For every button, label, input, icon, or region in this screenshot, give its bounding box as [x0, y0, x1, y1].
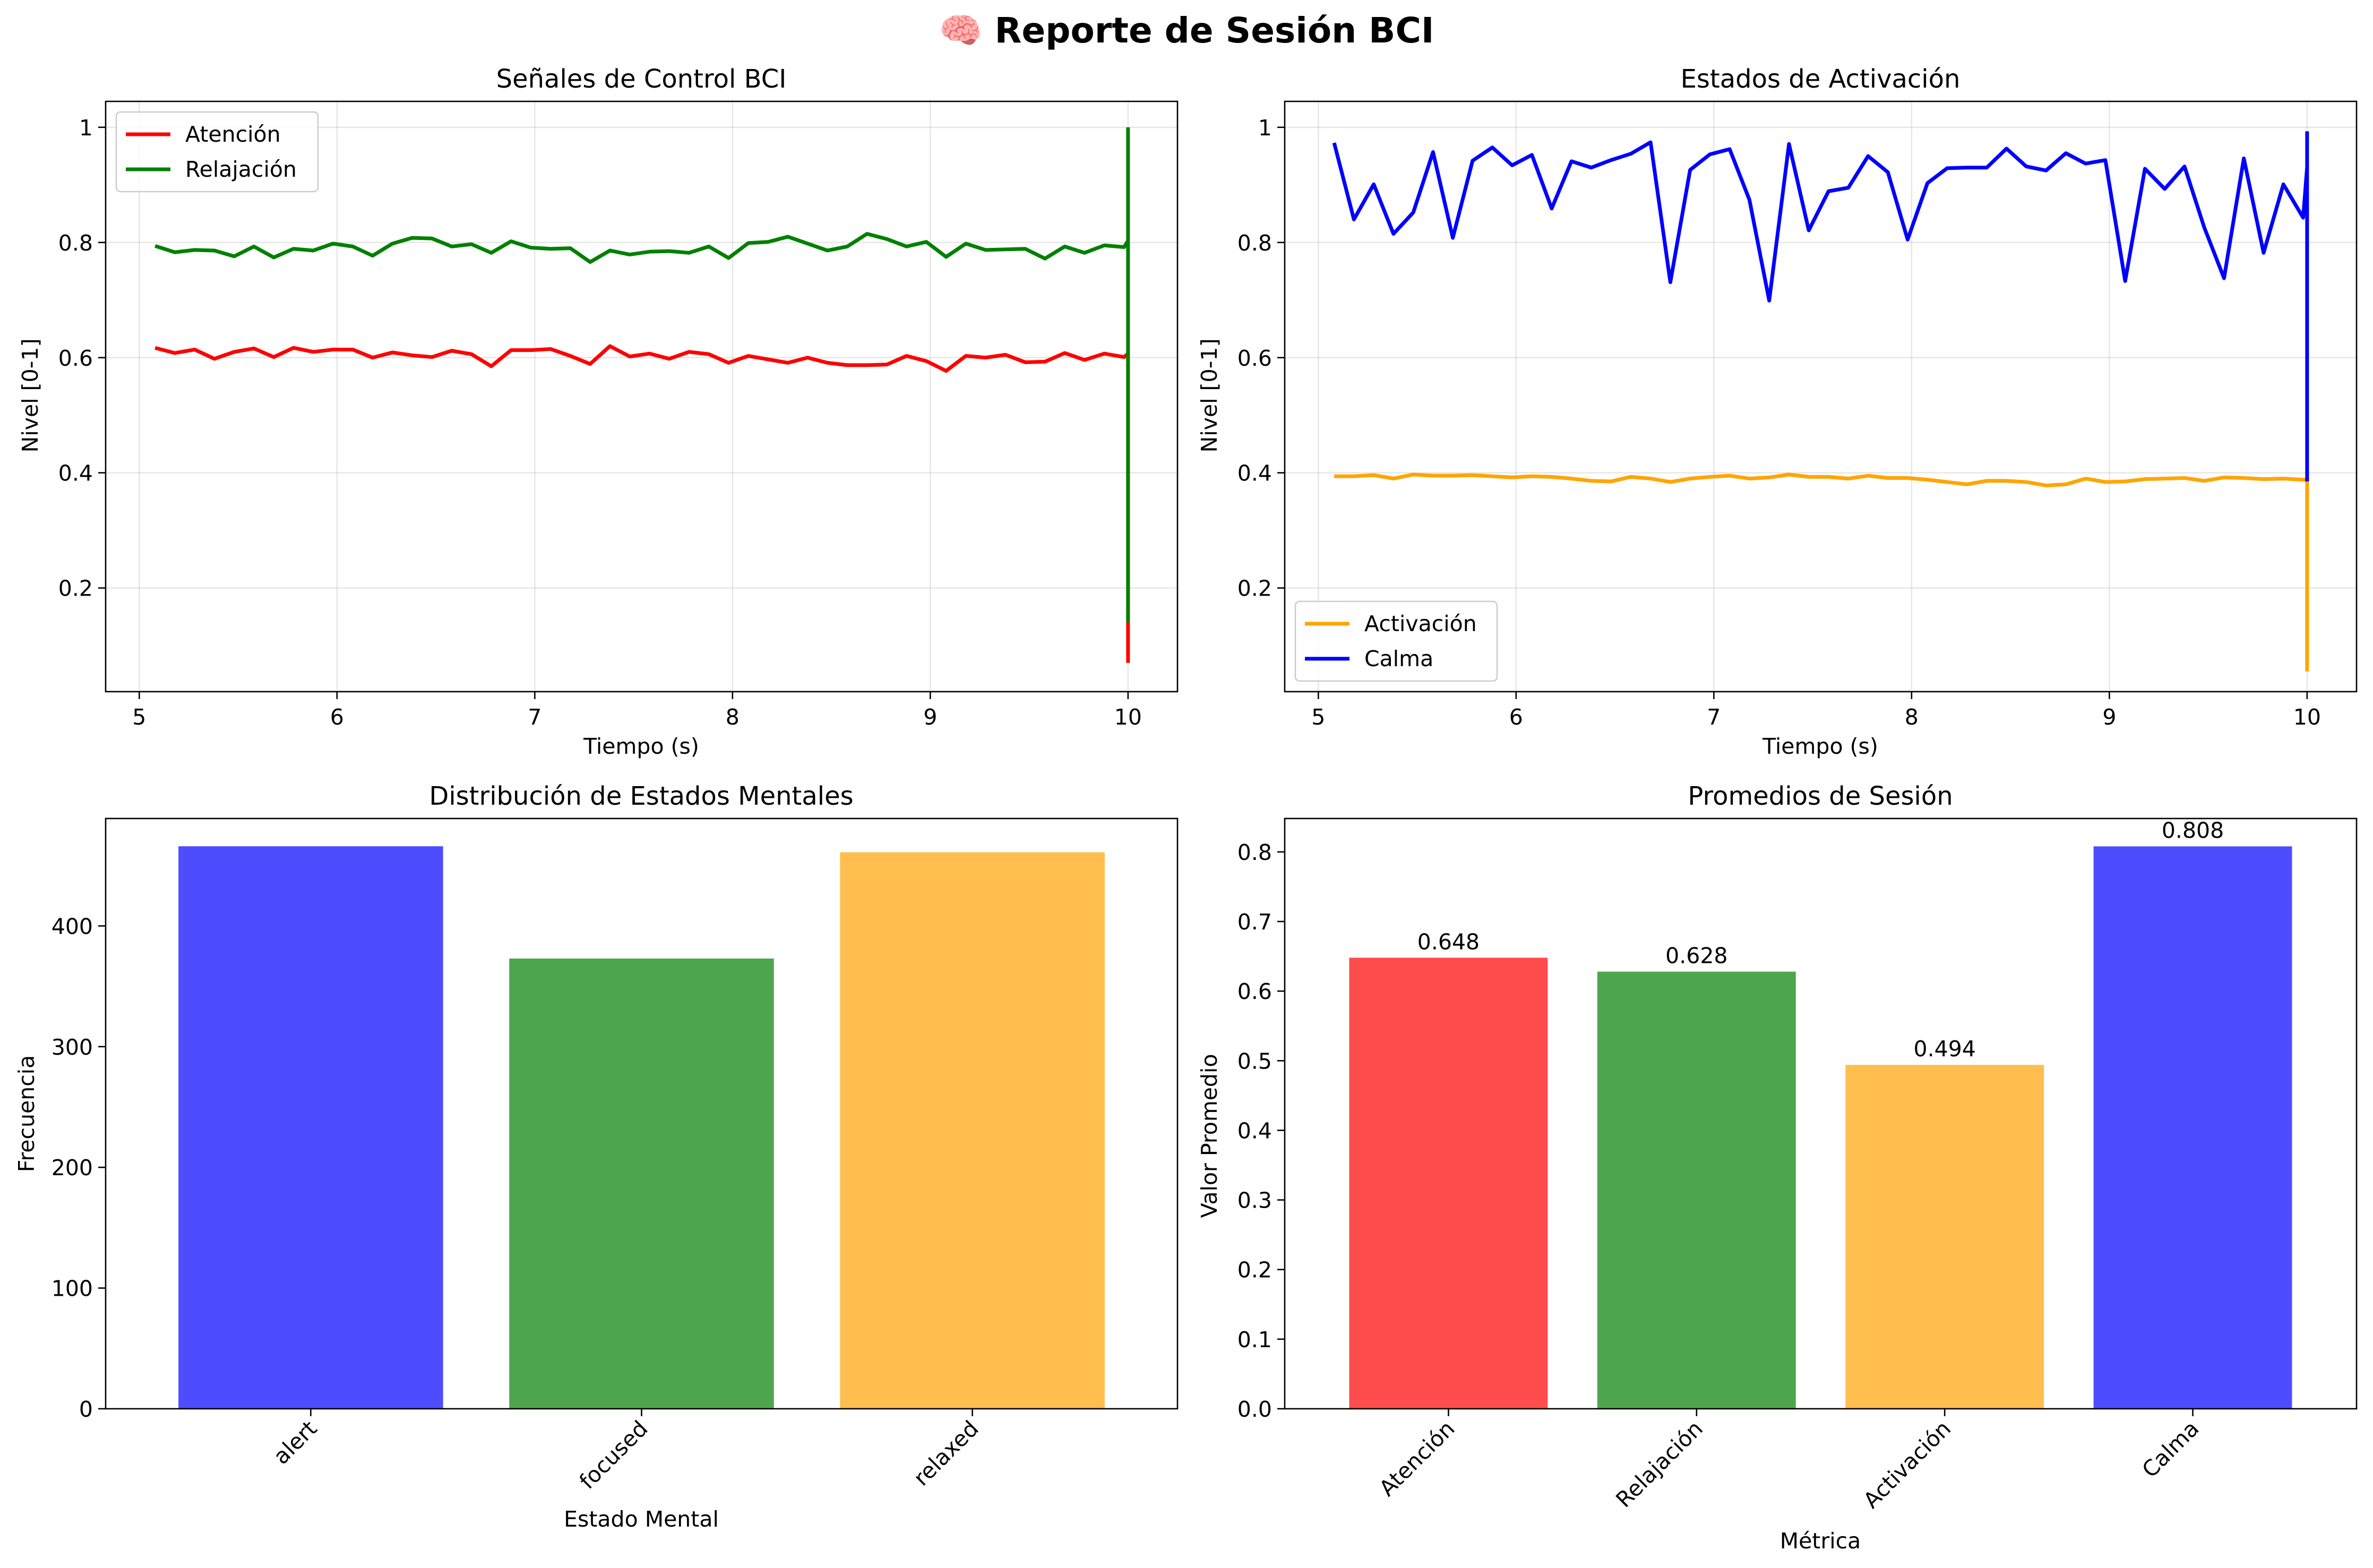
- activation-xtick-label: 8: [1905, 704, 1919, 730]
- control-xtick-label: 6: [330, 704, 344, 730]
- activation-legend-label: Calma: [1364, 646, 1433, 671]
- control-ytick-label: 0.8: [58, 230, 93, 256]
- session-averages-title: Promedios de Sesión: [1688, 781, 1953, 811]
- averages-bar-value-label: 0.628: [1665, 943, 1727, 968]
- activation-series-1-line: [1332, 140, 2309, 303]
- averages-ytick-label: 0.7: [1237, 909, 1272, 935]
- activation-xtick-label: 10: [2293, 704, 2321, 730]
- control-legend-box: [115, 111, 319, 193]
- mental-states-chart: Distribución de Estados Mentales Estado …: [14, 781, 1179, 1532]
- activation-xtick-label: 5: [1311, 704, 1325, 730]
- averages-bar-value-label: 0.648: [1417, 929, 1480, 954]
- session-averages-xlabel: Métrica: [1780, 1528, 1861, 1554]
- mental-states-title: Distribución de Estados Mentales: [429, 781, 853, 811]
- activation-states-xlabel: Tiempo (s): [1762, 734, 1878, 759]
- activation-ytick-label: 0.4: [1237, 461, 1272, 486]
- session-averages-ylabel: Valor Promedio: [1197, 1054, 1222, 1218]
- control-legend: Atención Relajación: [115, 111, 319, 193]
- activation-grid: [1285, 101, 2357, 692]
- averages-bar-value-label: 0.808: [2162, 817, 2224, 843]
- control-xtick-label: 9: [923, 704, 937, 730]
- averages-ytick-label: 0.1: [1237, 1327, 1272, 1352]
- activation-states-title: Estados de Activación: [1681, 64, 1961, 94]
- states-ytick-label: 200: [51, 1155, 93, 1181]
- control-xtick-label: 5: [132, 704, 146, 730]
- states-ytick-label: 300: [51, 1035, 93, 1060]
- mental-states-ylabel: Frecuencia: [14, 1055, 39, 1173]
- control-series-1-line: [154, 232, 1130, 264]
- averages-ytick-label: 0.6: [1237, 979, 1272, 1004]
- activation-ytick-label: 0.8: [1237, 230, 1272, 256]
- averages-ytick-label: 0.0: [1237, 1397, 1272, 1422]
- states-ytick-label: 0: [79, 1397, 93, 1422]
- control-ytick-label: 1: [79, 115, 93, 141]
- states-ytick-label: 100: [51, 1276, 93, 1302]
- control-series-0-line: [154, 344, 1130, 373]
- activation-plot-frame: [1284, 100, 2358, 693]
- control-legend-label: Relajación: [185, 157, 297, 182]
- control-xtick-label: 7: [528, 704, 541, 730]
- control-ytick-label: 0.6: [58, 346, 93, 371]
- averages-plot-frame: [1284, 817, 2358, 1410]
- averages-ytick-label: 0.5: [1237, 1048, 1272, 1074]
- activation-states-ylabel: Nivel [0-1]: [1197, 339, 1222, 453]
- activation-xtick-label: 7: [1707, 704, 1721, 730]
- averages-bar: [1845, 1065, 2044, 1409]
- control-signals-title: Señales de Control BCI: [496, 64, 787, 94]
- activation-ytick-label: 0.2: [1237, 576, 1272, 601]
- control-signals-ylabel: Nivel [0-1]: [18, 339, 43, 453]
- activation-series-0-line: [1334, 472, 2308, 488]
- control-ytick-label: 0.2: [58, 576, 93, 601]
- states-bar: [840, 852, 1105, 1409]
- activation-legend-box: [1294, 600, 1498, 682]
- activation-ytick-label: 0.6: [1237, 346, 1272, 371]
- averages-bar: [1597, 971, 1796, 1409]
- activation-xtick-label: 9: [2102, 704, 2116, 730]
- averages-ytick-label: 0.3: [1237, 1188, 1272, 1213]
- averages-ytick-label: 0.8: [1237, 840, 1272, 865]
- averages-ytick-label: 0.2: [1237, 1257, 1272, 1283]
- control-xtick-label: 8: [726, 704, 740, 730]
- averages-ytick-label: 0.4: [1237, 1118, 1272, 1143]
- control-plot-frame: [105, 100, 1179, 693]
- control-legend-label: Atención: [185, 122, 281, 147]
- control-signals-chart: Señales de Control BCI Tiempo (s) Nivel …: [18, 64, 1179, 759]
- activation-legend: Activación Calma: [1294, 600, 1498, 682]
- averages-bar: [2093, 846, 2292, 1409]
- states-ytick-label: 400: [51, 914, 93, 939]
- states-bar: [509, 958, 774, 1409]
- averages-bar-value-label: 0.494: [1913, 1036, 1975, 1062]
- control-xtick-label: 10: [1114, 704, 1142, 730]
- states-plot-frame: [105, 817, 1179, 1410]
- mental-states-xlabel: Estado Mental: [564, 1506, 719, 1532]
- figure-suptitle: 🧠 Reporte de Sesión BCI: [939, 10, 1434, 51]
- states-bar: [178, 846, 443, 1409]
- averages-bar: [1349, 958, 1548, 1409]
- control-ytick-label: 0.4: [58, 461, 93, 486]
- activation-ytick-label: 1: [1258, 115, 1272, 141]
- control-signals-xlabel: Tiempo (s): [583, 734, 699, 759]
- activation-legend-label: Activación: [1364, 611, 1477, 636]
- activation-states-chart: Estados de Activación Tiempo (s) Nivel […: [1197, 64, 2358, 759]
- activation-xtick-label: 6: [1509, 704, 1523, 730]
